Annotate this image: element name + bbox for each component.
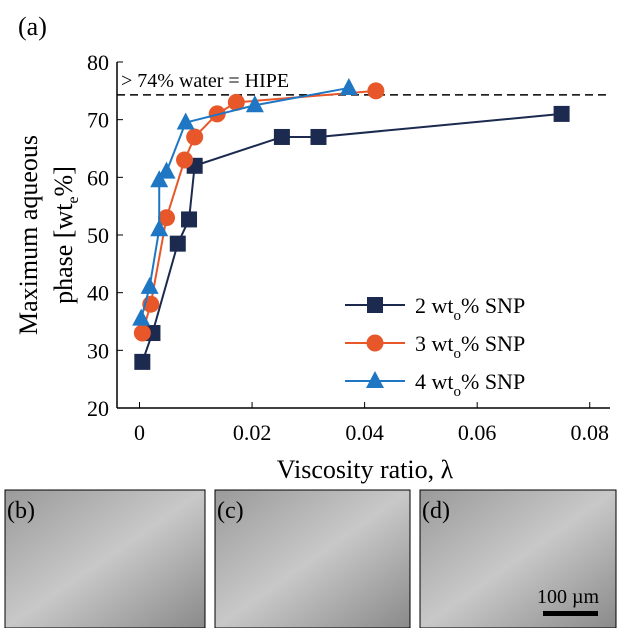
legend-label: 2 wto% SNP <box>415 293 525 324</box>
marker <box>245 95 264 113</box>
legend-marker <box>366 371 384 388</box>
series-line <box>141 112 562 363</box>
y-axis-label-part: %] <box>49 166 78 196</box>
y-tick-label: 80 <box>87 50 109 75</box>
series-line <box>140 86 350 319</box>
legend-label-part: 4 wt <box>415 369 454 394</box>
micrograph <box>419 489 617 629</box>
marker <box>176 112 195 130</box>
marker <box>176 151 194 169</box>
micrograph <box>4 489 206 629</box>
marker <box>186 128 204 146</box>
marker <box>310 128 327 145</box>
y-axis-label-part: phase [wt <box>49 203 78 304</box>
marker <box>339 77 358 95</box>
y-axis-label: Maximum aqueous <box>14 135 43 335</box>
y-tick-label: 20 <box>87 396 109 421</box>
marker <box>150 219 169 237</box>
x-tick-label: 0.02 <box>233 420 272 445</box>
legend-label-part: % SNP <box>461 331 525 356</box>
y-tick-label: 70 <box>87 108 109 133</box>
scale-bar-label: 100 µm <box>537 586 600 608</box>
legend-label-part: % SNP <box>461 293 525 318</box>
legend-marker <box>366 334 384 352</box>
y-axis-label: phase [wte%] <box>49 166 82 304</box>
marker <box>132 308 151 326</box>
marker <box>133 324 151 342</box>
marker <box>181 211 198 228</box>
marker <box>157 161 176 179</box>
legend-label: 3 wto% SNP <box>415 331 525 362</box>
marker <box>273 128 290 145</box>
marker <box>134 353 151 370</box>
x-tick-label: 0.04 <box>345 420 384 445</box>
micrograph <box>214 489 411 629</box>
micrograph-label: (c) <box>217 498 244 524</box>
panel-label: (a) <box>18 12 47 41</box>
legend-label-part: % SNP <box>461 369 525 394</box>
y-tick-label: 50 <box>87 223 109 248</box>
legend-label-part: 2 wt <box>415 293 454 318</box>
marker <box>553 105 570 122</box>
y-tick-label: 30 <box>87 338 109 363</box>
marker <box>150 170 169 188</box>
x-tick-label: 0.08 <box>570 420 609 445</box>
legend-label-part: o <box>454 384 462 400</box>
legend-marker <box>367 297 383 313</box>
legend-label-part: 3 wt <box>415 331 454 356</box>
micrographs: (b) (c) (d) 100 µm <box>4 489 617 629</box>
marker <box>227 93 245 111</box>
legend-label-part: o <box>454 308 462 324</box>
marker <box>367 82 385 100</box>
legend-label: 4 wto% SNP <box>415 369 525 400</box>
x-tick-label: 0.06 <box>458 420 497 445</box>
x-tick-label: 0 <box>134 420 145 445</box>
marker <box>140 276 159 294</box>
scale-bar <box>543 611 598 616</box>
micrograph-label: (b) <box>7 498 35 524</box>
annotation: > 74% water = HIPE <box>121 70 289 92</box>
marker <box>169 235 186 252</box>
series-line <box>141 89 376 334</box>
x-axis-label: Viscosity ratio, λ <box>277 455 454 484</box>
micrograph-label: (d) <box>422 498 450 524</box>
y-axis-label-sub: e <box>65 196 82 203</box>
marker <box>158 209 176 227</box>
y-tick-label: 40 <box>87 281 109 306</box>
legend-label-part: o <box>454 346 462 362</box>
y-tick-label: 60 <box>87 165 109 190</box>
